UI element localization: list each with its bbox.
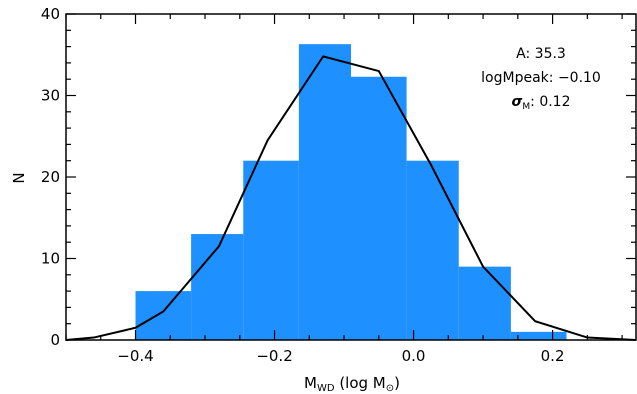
y-tick-label: 10 [41, 250, 60, 268]
annotation-peak-label: logMpeak: [481, 70, 553, 86]
x-tick-label: 0.2 [541, 347, 565, 365]
x-tick-label: −0.2 [256, 347, 292, 365]
histogram-bar-8 [510, 331, 567, 340]
x-axis-label-rest: (log M [335, 374, 386, 392]
y-axis-label: N [10, 172, 28, 183]
y-tick-label: 30 [41, 87, 60, 105]
histogram-bars [135, 44, 567, 340]
y-tick-label: 0 [50, 331, 60, 349]
annotation-peak-value: −0.10 [558, 70, 601, 86]
x-axis-label-close: ) [394, 374, 400, 392]
x-axis-label-sun: ⊙ [386, 383, 394, 394]
y-tick-label: 20 [41, 168, 60, 186]
x-tick-label: −0.4 [117, 347, 153, 365]
annotation-sigma-sub: M [522, 102, 530, 112]
annotation-sigma: σM: 0.12 [511, 94, 570, 112]
gaussian-fit-line [65, 55, 637, 341]
annotation-amplitude-value: 35.3 [535, 46, 566, 62]
y-axis-ticks: 0 10 20 30 40 [41, 5, 636, 349]
annotation-sigma-value: : 0.12 [530, 94, 570, 110]
histogram-bar-4 [298, 44, 351, 340]
x-tick-label: 0.0 [402, 347, 426, 365]
histogram-bar-2 [191, 234, 244, 340]
x-axis-label: MWD (log M⊙) [304, 374, 400, 394]
fit-annotations: A: 35.3 logMpeak: −0.10 σM: 0.12 [481, 46, 601, 112]
y-tick-label: 40 [41, 5, 60, 23]
x-axis-ticks: −0.4 −0.2 0.0 0.2 [65, 14, 623, 365]
annotation-sigma-symbol: σ [511, 94, 522, 110]
x-axis-label-main: M [304, 374, 317, 392]
histogram-bar-5 [351, 76, 407, 340]
histogram-bar-6 [406, 160, 459, 340]
annotation-amplitude-label: A: [516, 46, 530, 62]
x-axis-label-sub: WD [317, 383, 335, 394]
histogram-bar-1 [135, 291, 192, 340]
annotation-peak: logMpeak: −0.10 [481, 70, 601, 86]
annotation-amplitude: A: 35.3 [516, 46, 566, 62]
histogram-bar-3 [243, 160, 299, 340]
histogram-bar-7 [458, 266, 511, 340]
